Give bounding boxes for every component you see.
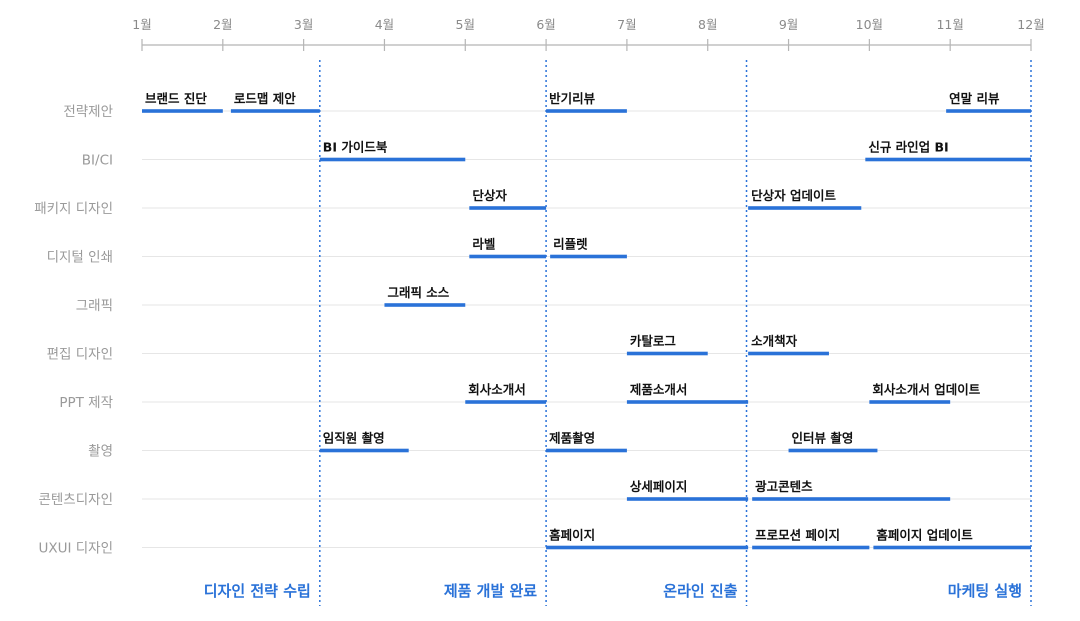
task-label: 홈페이지 업데이트: [876, 528, 973, 543]
task-label: 단상자 업데이트: [751, 188, 836, 203]
task-label: 임직원 촬영: [323, 431, 385, 446]
phase-label: 온라인 진출: [663, 582, 737, 600]
task-label: 소개책자: [751, 334, 798, 349]
month-label: 2월: [213, 17, 232, 32]
row-label: 전략제안: [63, 104, 113, 120]
task-label: 회사소개서: [468, 382, 526, 397]
row-label: BI/CI: [82, 153, 113, 169]
task-label: 반기리뷰: [549, 91, 596, 106]
month-label: 1월: [132, 17, 151, 32]
row-label: PPT 제작: [59, 395, 113, 411]
task-label: 브랜드 진단: [145, 91, 207, 106]
task-bar: [546, 545, 749, 550]
task-bar: [748, 351, 829, 356]
month-label: 5월: [456, 17, 475, 32]
month-label: 7월: [617, 17, 636, 32]
task-bar: [384, 303, 466, 307]
task-bar: [319, 448, 409, 453]
phase-label: 마케팅 실행: [948, 582, 1022, 600]
phase-labels: 디자인 전략 수립 제품 개발 완료 온라인 진출 마케팅 실행: [204, 582, 1022, 600]
row-label: 디지털 인쇄: [47, 250, 113, 266]
month-label: 12월: [1017, 17, 1044, 32]
task-bar: [788, 448, 878, 453]
task-label: 회사소개서 업데이트: [872, 382, 980, 397]
task-bar: [550, 254, 627, 259]
month-label: 9월: [779, 17, 798, 32]
task-label: 단상자: [472, 188, 507, 203]
phase-dividers: [319, 60, 1032, 606]
row-label: 그래픽: [76, 298, 113, 314]
task-bar: [752, 545, 870, 550]
task-label: 신규 라인업 BI: [868, 140, 948, 155]
phase-label: 제품 개발 완료: [444, 582, 537, 600]
task-bar: [748, 206, 862, 210]
task-bar: [319, 157, 466, 162]
task-bar: [230, 109, 320, 113]
task-bar: [546, 448, 627, 453]
task-label: BI 가이드북: [323, 140, 388, 155]
task-bar: [626, 351, 708, 356]
month-label: 8월: [698, 17, 717, 32]
phase-label: 디자인 전략 수립: [204, 582, 311, 600]
task-label: 광고콘텐츠: [755, 479, 813, 494]
task-label: 제품촬영: [549, 431, 595, 446]
task-bar: [469, 254, 547, 259]
task-bar: [946, 109, 1031, 113]
row-label: 패키지 디자인: [34, 201, 113, 217]
task-label: 제품소개서: [630, 382, 688, 397]
month-label: 6월: [536, 17, 555, 32]
month-label: 4월: [375, 17, 394, 32]
task-bar: [469, 206, 547, 210]
task-bar: [626, 497, 749, 501]
month-label: 3월: [294, 17, 313, 32]
row-label: 편집 디자인: [47, 347, 113, 363]
task-label: 리플렛: [553, 237, 588, 252]
task-label: 상세페이지: [630, 479, 688, 494]
task-bar: [873, 545, 1031, 550]
task-label: 인터뷰 촬영: [792, 431, 854, 446]
task-bar: [626, 400, 749, 404]
row-label: 콘텐츠디자인: [38, 492, 113, 508]
month-axis: 1월 2월 3월 4월 5월 6월 7월 8월 9월 10월 11월 12월: [132, 17, 1045, 51]
task-label: 홈페이지: [549, 528, 595, 543]
task-bar: [465, 400, 547, 404]
task-bars: 브랜드 진단 로드맵 제안 반기리뷰 연말 리뷰 BI 가이드북 신규 라인업 BI 단상자…: [142, 91, 1031, 550]
row-label: 촬영: [88, 444, 113, 460]
task-label: 그래픽 소스: [387, 285, 449, 300]
task-bar: [142, 109, 223, 113]
task-bar: [546, 109, 627, 113]
task-label: 카탈로그: [630, 334, 677, 349]
task-bar: [865, 157, 1031, 162]
task-label: 연말 리뷰: [949, 91, 1000, 106]
row-label: UXUI 디자인: [38, 541, 113, 557]
task-label: 로드맵 제안: [234, 91, 296, 106]
month-label: 11월: [936, 17, 963, 32]
task-bar: [869, 400, 951, 404]
task-bar: [752, 497, 951, 501]
month-label: 10월: [856, 17, 883, 32]
row-gridlines: [142, 110, 1031, 548]
task-label: 프로모션 페이지: [755, 528, 840, 543]
task-label: 라벨: [472, 237, 495, 252]
